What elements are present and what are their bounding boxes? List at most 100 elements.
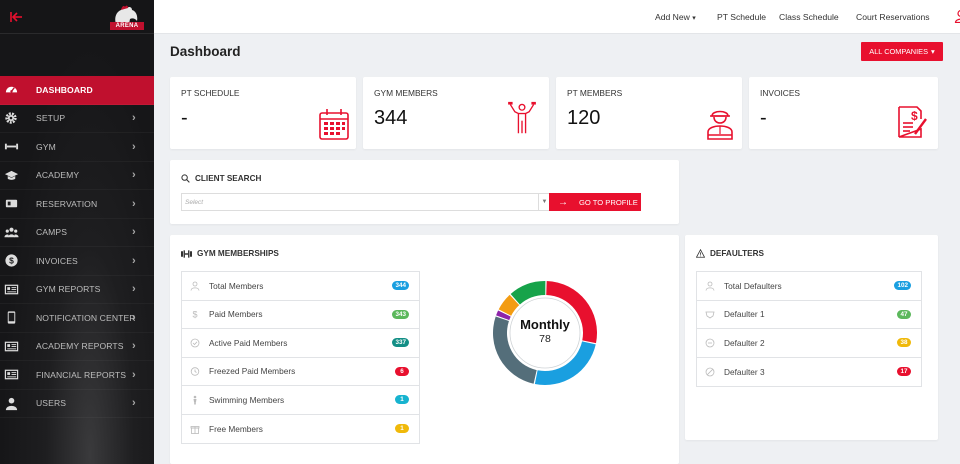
sidebar-item-gym-reports[interactable]: GYM REPORTS › xyxy=(0,276,154,304)
swimmer-icon xyxy=(193,395,197,405)
list-item-defaulter-2[interactable]: Defaulter 2 38 xyxy=(697,329,921,358)
sidebar-nav: DASHBOARD SETUP › GYM › ACADEMY › xyxy=(0,76,154,418)
donut-segment[interactable] xyxy=(510,281,546,305)
row-label: Defaulter 2 xyxy=(724,337,765,348)
sidebar-item-label: ACADEMY xyxy=(36,170,80,181)
count-badge: 343 xyxy=(392,309,409,319)
sidebar-item-gym[interactable]: GYM › xyxy=(0,133,154,162)
chevron-right-icon: › xyxy=(132,397,136,410)
sidebar-item-camps[interactable]: CAMPS › xyxy=(0,219,154,247)
stat-value: - xyxy=(181,107,188,129)
sidebar-item-financial-reports[interactable]: FINANCIAL REPORTS › xyxy=(0,361,154,390)
row-label: Total Defaulters xyxy=(724,280,782,291)
collapse-sidebar-icon[interactable] xyxy=(8,9,24,25)
client-search-label: CLIENT SEARCH xyxy=(195,174,262,183)
list-item-freezed-paid-members[interactable]: Freezed Paid Members 6 xyxy=(182,358,419,386)
count-badge: 17 xyxy=(897,367,911,377)
donut-segment[interactable] xyxy=(496,310,511,321)
sidebar-item-label: GYM xyxy=(36,141,56,152)
chevron-down-icon: ▾ xyxy=(692,15,696,22)
sidebar-item-label: DASHBOARD xyxy=(36,84,93,95)
sidebar-item-label: INVOICES xyxy=(36,255,78,266)
row-label: Swimming Members xyxy=(209,394,285,405)
sidebar-item-label: NOTIFICATION CENTER xyxy=(36,312,136,323)
sidebar-item-label: SETUP xyxy=(36,113,66,124)
sidebar-item-invoices[interactable]: $ INVOICES › xyxy=(0,247,154,276)
chevron-right-icon: › xyxy=(132,140,136,153)
report-icon xyxy=(3,367,19,383)
graduation-cap-icon xyxy=(3,167,19,183)
arena-logo[interactable]: ARENA xyxy=(110,4,144,30)
list-item-defaulter-1[interactable]: Defaulter 1 47 xyxy=(697,301,921,329)
stat-label: GYM MEMBERS xyxy=(374,88,438,98)
sidebar-item-academy[interactable]: ACADEMY › xyxy=(0,162,154,190)
list-item-active-paid-members[interactable]: Active Paid Members 337 xyxy=(182,329,419,358)
count-badge: 1 xyxy=(395,395,409,405)
chevron-right-icon: › xyxy=(132,226,136,239)
sidebar-item-reservation[interactable]: RESERVATION › xyxy=(0,190,154,219)
stat-label: INVOICES xyxy=(760,88,801,98)
donut-segment[interactable] xyxy=(498,294,520,316)
court-reservations-link[interactable]: Court Reservations xyxy=(856,12,930,22)
add-new-menu[interactable]: Add New ▾ xyxy=(655,12,696,22)
sidebar-item-users[interactable]: USERS › xyxy=(0,390,154,418)
count-badge: 47 xyxy=(897,309,911,319)
group-icon xyxy=(3,224,19,240)
sidebar-item-academy-reports[interactable]: ACADEMY REPORTS › xyxy=(0,333,154,361)
report-icon xyxy=(3,281,19,297)
stat-card-invoices: INVOICES - $ xyxy=(749,77,938,149)
sidebar-item-notification-center[interactable]: NOTIFICATION CENTER › xyxy=(0,304,154,333)
list-item-total-members[interactable]: Total Members 344 xyxy=(182,272,419,301)
sidebar-item-label: GYM REPORTS xyxy=(36,284,101,295)
list-item-swimming-members[interactable]: Swimming Members 1 xyxy=(182,386,419,415)
client-select[interactable]: Select ▼ xyxy=(181,193,551,211)
go-to-profile-button[interactable]: → GO TO PROFILE xyxy=(549,193,641,211)
count-badge: 102 xyxy=(894,281,911,291)
donut-segment[interactable] xyxy=(546,281,597,344)
sidebar-item-dashboard[interactable]: DASHBOARD xyxy=(0,76,154,105)
pt-schedule-link[interactable]: PT Schedule xyxy=(717,12,767,22)
stat-value: 120 xyxy=(567,107,601,129)
sidebar-background xyxy=(0,34,154,464)
donut-segment[interactable] xyxy=(493,316,537,384)
gym-memberships-list: Total Members 344 $ Paid Members 343 Act… xyxy=(181,271,420,444)
client-search-title: CLIENT SEARCH xyxy=(181,174,261,183)
row-label: Active Paid Members xyxy=(209,337,288,348)
svg-text:$: $ xyxy=(911,109,918,123)
chevron-right-icon: › xyxy=(132,197,136,210)
donut-inner-ring xyxy=(509,297,581,369)
circle-outline-icon xyxy=(705,338,715,348)
donut-svg xyxy=(493,281,597,385)
count-badge: 337 xyxy=(392,338,409,348)
row-label: Paid Members xyxy=(209,309,263,320)
gym-memberships-label: GYM MEMBERSHIPS xyxy=(197,249,279,258)
caret-down-icon: ▼ xyxy=(538,194,550,210)
gear-icon xyxy=(3,110,19,126)
list-item-free-members[interactable]: Free Members 1 xyxy=(182,415,419,444)
defaulters-title: DEFAULTERS xyxy=(696,249,764,258)
svg-text:$: $ xyxy=(9,256,14,266)
invoice-icon: $ xyxy=(898,106,927,138)
sidebar-item-label: FINANCIAL REPORTS xyxy=(36,369,127,380)
chevron-down-icon: ▾ xyxy=(931,47,935,56)
sidebar-item-setup[interactable]: SETUP › xyxy=(0,105,154,133)
defaulters-list: Total Defaulters 102 Defaulter 1 47 Defa… xyxy=(696,271,922,387)
chevron-right-icon: › xyxy=(132,311,136,324)
user-profile-icon[interactable] xyxy=(954,9,960,23)
badge-outline-icon xyxy=(705,311,715,319)
class-schedule-link[interactable]: Class Schedule xyxy=(779,12,839,22)
sidebar-header: ARENA xyxy=(0,0,154,34)
row-label: Freezed Paid Members xyxy=(209,366,296,377)
donut-segment[interactable] xyxy=(534,341,596,385)
list-item-total-defaulters[interactable]: Total Defaulters 102 xyxy=(697,272,921,301)
dumbbell-icon xyxy=(181,249,192,258)
go-to-profile-label: GO TO PROFILE xyxy=(579,197,638,207)
chevron-right-icon: › xyxy=(132,368,136,381)
row-label: Defaulter 3 xyxy=(724,366,765,377)
check-circle-icon xyxy=(190,338,200,348)
all-companies-dropdown[interactable]: ALL COMPANIES ▾ xyxy=(861,42,943,61)
defaulters-label: DEFAULTERS xyxy=(710,249,764,258)
list-item-paid-members[interactable]: $ Paid Members 343 xyxy=(182,301,419,329)
list-item-defaulter-3[interactable]: Defaulter 3 17 xyxy=(697,358,921,387)
trainer-icon xyxy=(707,110,733,140)
